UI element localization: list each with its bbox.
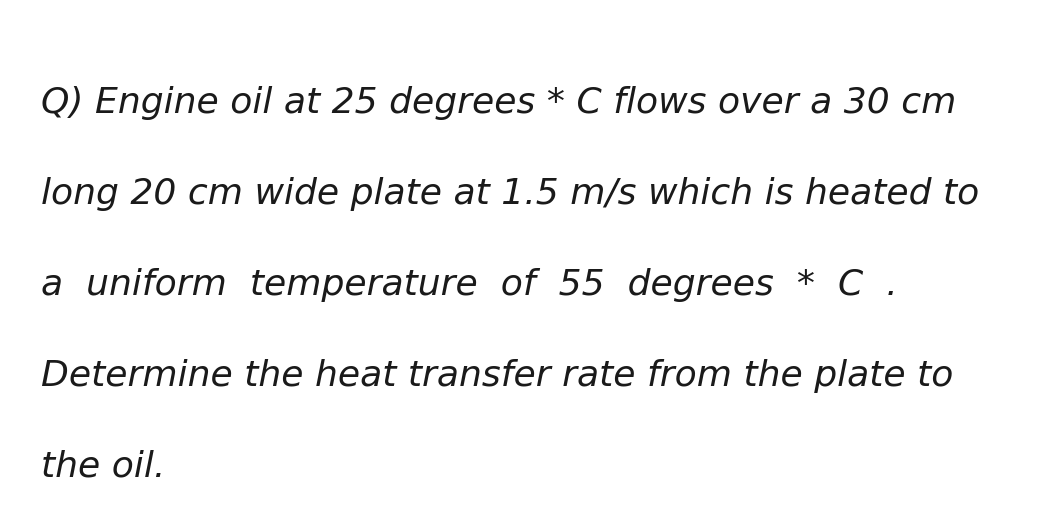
Text: the oil.: the oil. — [41, 449, 166, 483]
Text: Q) Engine oil at 25 degrees * C flows over a 30 cm: Q) Engine oil at 25 degrees * C flows ov… — [41, 86, 957, 120]
Text: Determine the heat transfer rate from the plate to: Determine the heat transfer rate from th… — [41, 359, 954, 392]
Text: a  uniform  temperature  of  55  degrees  *  C  .: a uniform temperature of 55 degrees * C … — [41, 268, 898, 301]
Text: long 20 cm wide plate at 1.5 m/s which is heated to: long 20 cm wide plate at 1.5 m/s which i… — [41, 177, 980, 211]
